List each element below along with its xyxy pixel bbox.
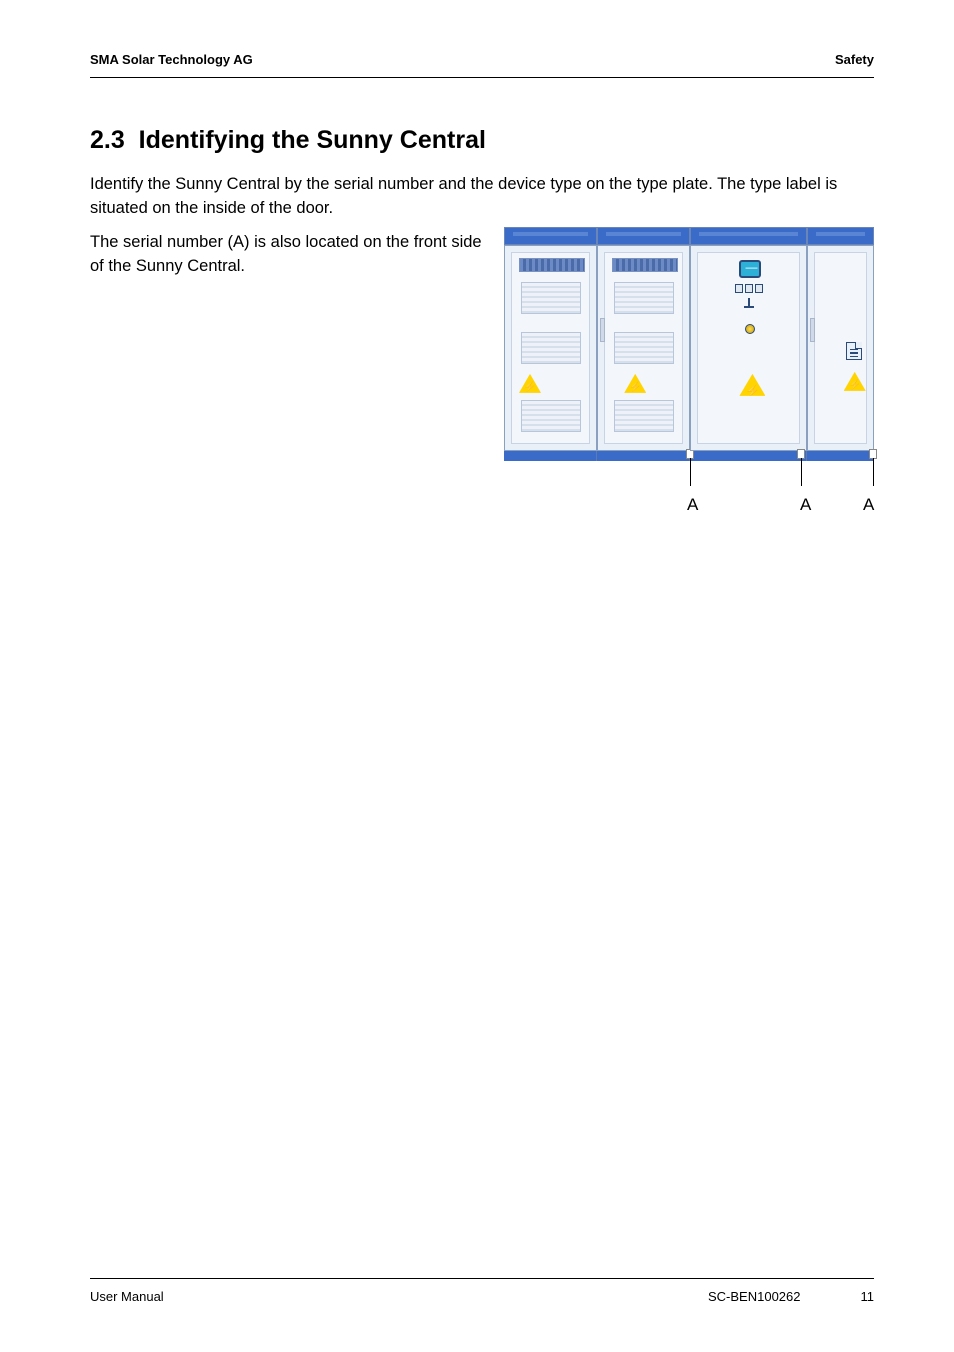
header-rule — [90, 77, 874, 78]
top-vent — [612, 258, 678, 272]
side-paragraph-wrap: The serial number (A) is also located on… — [90, 231, 486, 289]
company-name: SMA Solar Technology AG — [90, 52, 253, 67]
footer-row: User Manual SC-BEN100262 11 — [90, 1289, 874, 1304]
callout-labels: A A A — [504, 461, 874, 516]
panel-inner — [697, 252, 799, 444]
louver — [521, 400, 581, 432]
panel-2: ⚡ — [597, 245, 690, 451]
serial-tag — [797, 449, 805, 459]
intro-paragraph: Identify the Sunny Central by the serial… — [90, 173, 874, 221]
roof-segment — [504, 227, 597, 245]
door-handle — [810, 318, 815, 342]
base-segment — [597, 451, 690, 461]
section-number: 2.3 — [90, 126, 125, 154]
louver — [614, 332, 674, 364]
lcd-screen-icon — [739, 260, 761, 278]
roof-segment — [807, 227, 874, 245]
footer-doc-id: SC-BEN100262 — [708, 1289, 801, 1304]
top-vent — [519, 258, 585, 272]
roof-segment — [597, 227, 690, 245]
footer-rule — [90, 1278, 874, 1279]
base-segment — [690, 451, 806, 461]
document-icon — [846, 342, 862, 360]
louver — [521, 282, 581, 314]
content-row: The serial number (A) is also located on… — [90, 231, 874, 516]
callout-a: A — [863, 495, 874, 515]
section-title-text: Identifying the Sunny Central — [139, 126, 486, 154]
callout-a: A — [687, 495, 698, 515]
louver — [614, 400, 674, 432]
footer-doc-type: User Manual — [90, 1289, 164, 1304]
indicator — [735, 284, 743, 293]
callout-a: A — [800, 495, 811, 515]
indicator — [755, 284, 763, 293]
side-paragraph: The serial number (A) is also located on… — [90, 231, 486, 279]
device-diagram: ⚡ ⚡ — [504, 227, 874, 516]
indicator-boxes — [735, 284, 763, 293]
section-heading: 2.3 Identifying the Sunny Central — [90, 126, 874, 155]
page: SMA Solar Technology AG Safety 2.3 Ident… — [0, 0, 954, 1352]
door-handle — [600, 318, 605, 342]
cabinet-body: ⚡ ⚡ — [504, 245, 874, 451]
cabinet: ⚡ ⚡ — [504, 227, 874, 516]
panel-1: ⚡ — [504, 245, 597, 451]
louver — [521, 332, 581, 364]
panel-4: ⚡ — [807, 245, 874, 451]
base-segment — [807, 451, 874, 461]
switch-icon — [744, 298, 756, 310]
footer-page-number: 11 — [861, 1289, 875, 1304]
page-header: SMA Solar Technology AG Safety — [90, 52, 874, 75]
section-category: Safety — [835, 52, 874, 67]
panel-3-control: ⚡ — [690, 245, 806, 451]
louver — [614, 282, 674, 314]
page-footer: User Manual SC-BEN100262 11 — [90, 1278, 874, 1304]
roof-segment — [690, 227, 806, 245]
serial-tag — [869, 449, 877, 459]
cabinet-roof — [504, 227, 874, 245]
base-segment — [504, 451, 597, 461]
indicator — [745, 284, 753, 293]
